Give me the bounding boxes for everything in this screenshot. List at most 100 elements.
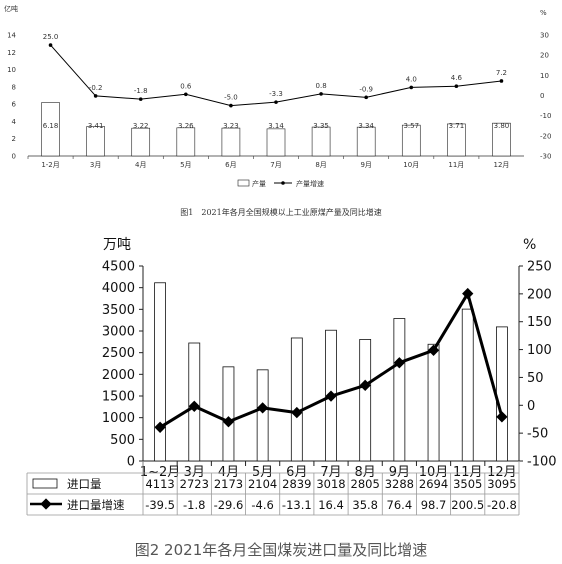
growth-point [256, 402, 269, 414]
growth-point [359, 379, 371, 391]
bar-value-label: 3.34 [358, 122, 374, 130]
table-cell: 76.4 [387, 498, 413, 512]
bar [492, 122, 511, 157]
y-tick-label: 0 [127, 455, 135, 470]
growth-point [291, 406, 303, 419]
bar [131, 127, 151, 157]
y-tick-label: 14 [7, 32, 16, 40]
legend-line-label: 产量增速 [296, 179, 324, 188]
growth-point [48, 43, 53, 47]
import-chart: 万吨 % 05001000150020002500300035004000450… [26, 237, 557, 559]
y-tick-label: 4500 [102, 260, 135, 275]
y-tick-label: 0 [12, 153, 16, 161]
x-tick-label: 9月 [360, 161, 371, 169]
x-tick-label: 6月 [225, 161, 236, 169]
y2-tick-label: 20 [540, 52, 549, 60]
growth-point [454, 84, 459, 89]
bar-value-label: 3.35 [313, 122, 329, 130]
bar [461, 308, 474, 462]
growth-point [188, 400, 200, 412]
growth-value-label: 4.6 [451, 74, 463, 82]
y-tick-label: 8 [12, 83, 16, 91]
table-cell: 2104 [248, 477, 277, 491]
x-tick-label: 7月 [270, 161, 281, 169]
bar-value-label: 3.41 [88, 122, 104, 130]
y-tick-label: 4000 [102, 281, 135, 296]
growth-point [393, 357, 406, 369]
bar [401, 124, 421, 157]
growth-value-label: -0.9 [359, 85, 373, 93]
x-tick-label: 4月 [218, 465, 239, 480]
table-cell: 98.7 [421, 498, 447, 512]
growth-point [319, 92, 323, 96]
table-cell: 3018 [316, 477, 345, 491]
y2-tick-label: -100 [527, 455, 557, 470]
y-tick-label: 2500 [102, 346, 135, 361]
table-cell: 16.4 [318, 498, 344, 512]
bar-value-label: 3.22 [133, 122, 149, 130]
x-tick-label: 5月 [252, 465, 273, 480]
table-cell: 2694 [419, 477, 448, 491]
growth-point [409, 85, 414, 90]
x-tick-label: 7月 [320, 465, 341, 480]
bar-value-label: 3.57 [403, 122, 419, 130]
growth-value-label: 4.0 [406, 75, 417, 83]
x-tick-label: 6月 [286, 465, 307, 480]
x-tick-label: 1~2月 [140, 465, 180, 480]
growth-point [496, 411, 508, 423]
import-y2-axis-unit: % [523, 237, 536, 253]
production-chart: 亿吨 % 0 2 4 6 8 10 12 14 -30 -20 -10 0 10 20 30 6.18 1-2… [4, 4, 551, 217]
legend-bar-label: 产量 [252, 179, 266, 188]
bar-value-label: 3.71 [449, 122, 465, 130]
production-bars: 6.18 1-2月 3.41 3月 3.22 4月 3.26 5月 3.23 6月 3.14 7月 3.… [27, 102, 511, 169]
growth-value-label: -1.8 [134, 87, 148, 95]
production-y-axis-unit: 亿吨 [4, 4, 18, 13]
x-tick-label: 4月 [135, 161, 146, 169]
table-cell: 3505 [453, 477, 482, 491]
y2-tick-label: 10 [540, 72, 549, 80]
table-cell: 35.8 [352, 498, 378, 512]
table-cell: 2723 [180, 477, 209, 491]
table-cell: -13.1 [282, 498, 312, 512]
growth-value-label: 0.8 [316, 82, 327, 90]
growth-value-label: -0.2 [89, 84, 103, 92]
production-legend: 产量 产量增速 [237, 179, 324, 188]
y2-tick-label: 150 [527, 315, 552, 330]
growth-value-label: 0.6 [180, 82, 192, 90]
growth-point [274, 100, 278, 104]
y-tick-label: 6 [12, 101, 17, 109]
y2-tick-label: 200 [527, 287, 552, 302]
growth-point [229, 103, 233, 108]
bar [311, 126, 331, 157]
bar [496, 326, 508, 462]
y2-tick-label: -20 [540, 132, 551, 140]
table-cell: -29.6 [214, 498, 244, 512]
y2-tick-label: 50 [527, 371, 544, 386]
x-tick-label: 12月 [493, 161, 509, 169]
bar [266, 128, 286, 157]
table-line-key-marker [40, 498, 52, 510]
bar [447, 123, 466, 157]
x-tick-label: 11月 [453, 465, 483, 480]
y2-tick-label: -10 [540, 112, 551, 120]
y2-tick-label: 0 [540, 92, 544, 100]
import-chart-caption: 图2 2021年各月全国煤炭进口量及同比增速 [135, 541, 428, 559]
x-tick-label: 8月 [355, 465, 376, 480]
bar [221, 127, 241, 157]
y-tick-label: 2 [12, 135, 16, 143]
legend-bar-swatch [237, 179, 250, 187]
x-tick-label: 5月 [180, 161, 191, 169]
growth-point [93, 94, 98, 98]
bar-value-label: 3.23 [223, 122, 239, 130]
import-growth-line [154, 287, 508, 433]
growth-point [499, 79, 504, 83]
production-y2-axis-unit: % [540, 9, 547, 17]
bar [41, 102, 60, 157]
table-cell: -39.5 [145, 498, 175, 512]
bar [427, 343, 440, 462]
bar [176, 127, 196, 157]
table-cell: 2173 [214, 477, 243, 491]
table-cell: 3288 [385, 477, 414, 491]
x-tick-label: 12月 [487, 465, 517, 480]
